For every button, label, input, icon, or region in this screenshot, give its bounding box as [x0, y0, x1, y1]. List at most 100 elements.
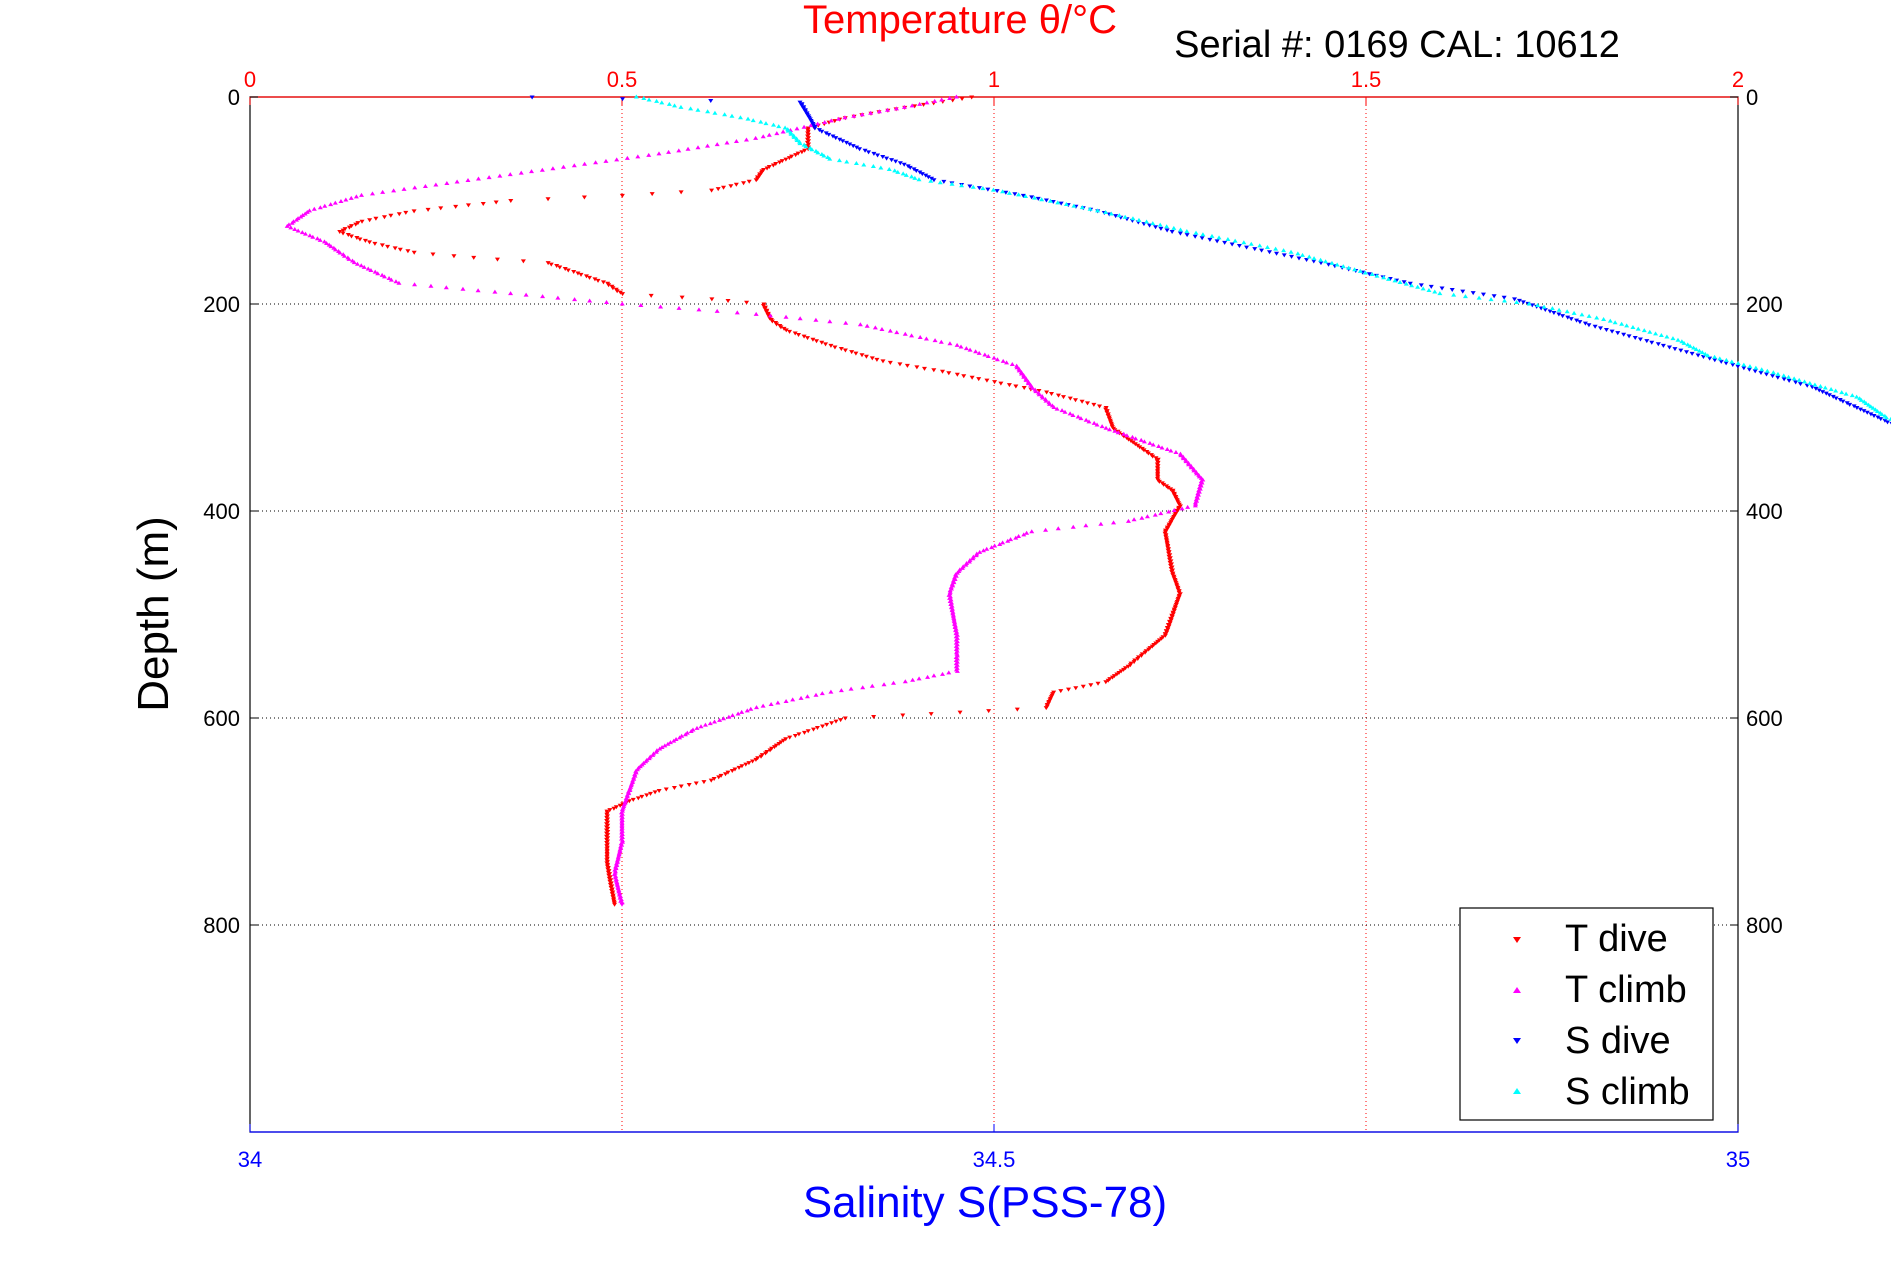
data-point [1144, 219, 1150, 224]
data-point [1121, 431, 1127, 436]
data-point [967, 347, 973, 352]
data-point [1439, 286, 1445, 291]
series-t-dive [337, 95, 1183, 907]
data-point [471, 255, 477, 260]
data-point [346, 256, 352, 261]
data-point [422, 183, 428, 188]
data-point [947, 589, 953, 594]
data-point [362, 238, 368, 243]
data-point [1136, 217, 1142, 222]
data-point [884, 156, 890, 161]
data-point [1882, 418, 1888, 423]
data-point [1003, 190, 1009, 195]
data-point [879, 326, 885, 331]
data-point [809, 147, 815, 152]
data-point [842, 115, 848, 120]
chart-title: Temperature θ/°C [803, 0, 1117, 42]
data-point [913, 168, 919, 173]
data-point [1653, 331, 1659, 336]
data-point [737, 115, 743, 120]
data-point [388, 213, 394, 218]
data-point [776, 124, 782, 129]
data-point [1816, 388, 1822, 393]
data-point [871, 151, 877, 156]
data-point [753, 757, 759, 762]
data-point [904, 363, 910, 368]
data-point [783, 737, 789, 742]
data-point [1009, 362, 1015, 367]
data-point [932, 98, 938, 103]
data-point [1670, 336, 1676, 341]
data-point [1071, 203, 1077, 208]
data-point [951, 615, 957, 620]
data-point [970, 184, 976, 189]
data-point [711, 719, 717, 724]
data-point [357, 237, 363, 242]
data-point [1718, 359, 1724, 364]
data-point [292, 226, 298, 231]
data-point [909, 103, 915, 108]
data-point [293, 217, 299, 222]
data-point [557, 265, 563, 270]
data-point [736, 765, 742, 770]
data-point [864, 323, 870, 328]
data-point [781, 326, 787, 331]
data-point [379, 272, 385, 277]
data-point [1304, 257, 1310, 262]
data-point [796, 732, 802, 737]
data-point [1770, 370, 1776, 375]
legend-marker-s-climb [1513, 1088, 1521, 1094]
data-point [1083, 417, 1089, 422]
data-point [1888, 416, 1891, 421]
data-point [735, 711, 741, 716]
data-point [1122, 214, 1128, 219]
data-point [632, 772, 638, 777]
data-point [386, 276, 392, 281]
data-point [571, 163, 577, 168]
data-point [411, 209, 417, 214]
data-point [343, 197, 349, 202]
data-point [1491, 294, 1497, 299]
data-point [770, 163, 776, 168]
data-point [847, 142, 853, 147]
data-point [1178, 227, 1184, 232]
data-point [652, 790, 658, 795]
data-point [1236, 244, 1242, 249]
data-point [1004, 360, 1010, 365]
data-point [613, 805, 619, 810]
data-point [743, 762, 749, 767]
data-point [1833, 388, 1839, 393]
data-point [941, 179, 947, 184]
depth-tick-label-right: 600 [1746, 706, 1783, 731]
data-point [359, 192, 365, 197]
data-point [322, 203, 328, 208]
depth-tick-label-left: 800 [203, 913, 240, 938]
data-point [1863, 401, 1869, 406]
data-point [901, 162, 907, 167]
data-point [929, 176, 935, 181]
data-point [793, 153, 799, 158]
data-point [884, 107, 890, 112]
data-point [1612, 320, 1618, 325]
data-point [694, 725, 700, 730]
data-point [1156, 443, 1162, 448]
data-point [902, 679, 908, 684]
data-point [653, 749, 659, 754]
legend: T dive T climb S dive S climb [1459, 907, 1714, 1121]
data-point [1807, 380, 1813, 385]
data-point [801, 334, 807, 339]
data-point [1180, 456, 1186, 461]
data-point [718, 773, 724, 778]
data-point [529, 169, 535, 174]
data-point [1630, 324, 1636, 329]
data-point [1672, 347, 1678, 352]
data-point [799, 150, 805, 155]
data-point [1095, 681, 1101, 686]
data-point [1858, 397, 1864, 402]
data-point [787, 735, 793, 740]
data-point [284, 223, 290, 228]
data-point [1165, 485, 1171, 490]
data-point [1070, 412, 1076, 417]
data-point [1147, 440, 1153, 445]
data-point [1830, 394, 1836, 399]
